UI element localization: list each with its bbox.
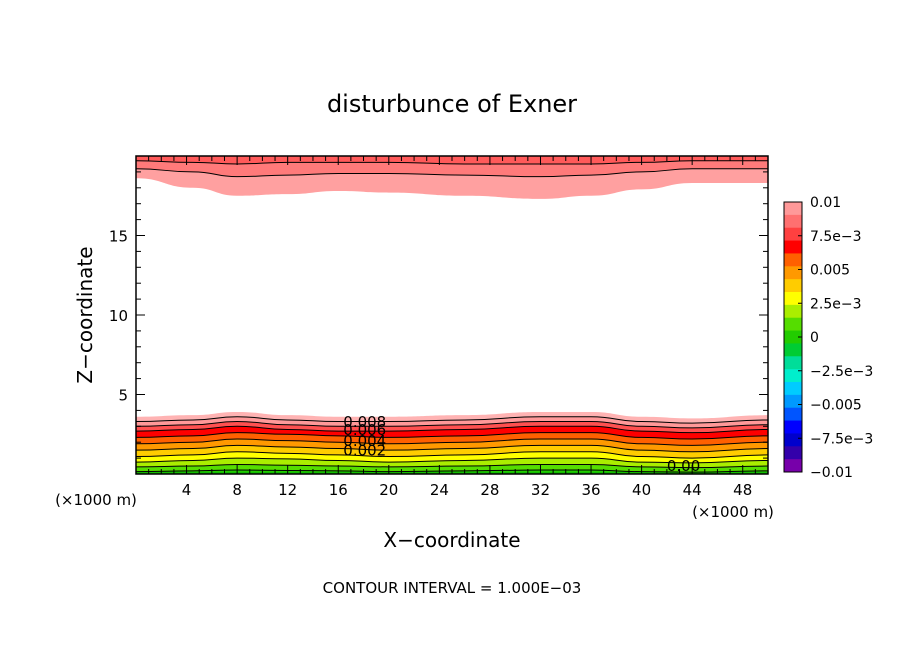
- colorbar-swatch: [784, 279, 802, 293]
- y-tick-label: 10: [109, 307, 128, 325]
- contour-line: [135, 421, 769, 429]
- contour-line: [135, 160, 768, 165]
- x-tick-label: 20: [379, 481, 398, 499]
- colorbar-swatch: [784, 394, 802, 409]
- y-tick-label: 5: [118, 387, 128, 405]
- x-tick-label: 44: [683, 481, 702, 499]
- x-tick-label: 4: [182, 481, 192, 499]
- colorbar-tick-label: −0.01: [810, 465, 853, 481]
- contour-line: [135, 425, 769, 434]
- colorbar-swatch: [784, 356, 802, 370]
- contour-label: 0.006: [343, 421, 386, 439]
- x-tick-labels: 4 8 12 16 20 24 28 32 36 40 44 48: [182, 481, 752, 499]
- colorbar-swatch: [784, 292, 802, 306]
- colorbar-swatch: [784, 304, 802, 319]
- colorbar-swatch: [784, 266, 802, 280]
- contour-line: [135, 457, 769, 464]
- colorbar-swatch: [784, 433, 802, 447]
- colorbar-tick-label: −2.5e−3: [810, 364, 873, 380]
- x-tick-label: 32: [531, 481, 550, 499]
- contour-label: 0.004: [343, 432, 386, 450]
- colorbar-tick-label: 2.5e−3: [810, 296, 862, 312]
- colorbar-swatch: [784, 330, 802, 344]
- x-tick-label: 36: [581, 481, 600, 499]
- colorbar-tick-label: 0.005: [810, 263, 850, 279]
- colorbar-swatch: [784, 382, 802, 396]
- contour-label: 0.002: [343, 442, 386, 460]
- colorbar-tick-label: −0.005: [810, 398, 862, 414]
- x-tick-label: 28: [480, 481, 499, 499]
- contour-lines: [135, 160, 769, 473]
- x-tick-label: 12: [278, 481, 297, 499]
- y-tick-labels: 5 10 15: [109, 228, 128, 405]
- colorbar-swatch: [784, 407, 802, 422]
- colorbar-tick-label: 7.5e−3: [810, 229, 862, 245]
- x-tick-label: 48: [733, 481, 752, 499]
- contour-label: 0.008: [343, 413, 386, 431]
- x-tick-label: 24: [430, 481, 449, 499]
- y-unit-label: (×1000 m): [55, 491, 137, 509]
- colorbar-swatch: [784, 253, 802, 267]
- colorbar-swatch: [784, 446, 802, 460]
- colorbar-tick-label: 0.01: [810, 195, 841, 211]
- colorbar-swatch: [784, 369, 802, 383]
- x-tick-label: 16: [329, 481, 348, 499]
- colorbar-swatch: [784, 459, 802, 473]
- colorbar: [783, 201, 803, 473]
- colorbar-swatch: [784, 214, 802, 229]
- colorbar-tick-labels: 0.01 7.5e−3 0.005 2.5e−3 0 −2.5e−3 −0.005 −7.5e…: [810, 195, 873, 481]
- contour-line: [135, 463, 769, 469]
- colorbar-swatch: [784, 240, 802, 254]
- colorbar-swatch: [784, 227, 802, 242]
- axes: [135, 155, 769, 475]
- contour-interval-note: CONTOUR INTERVAL = 1.000E−03: [323, 579, 582, 597]
- x-tick-label: 8: [232, 481, 242, 499]
- colorbar-swatch: [784, 420, 802, 434]
- contour-line: [135, 168, 768, 178]
- y-axis-label: Z−coordinate: [73, 246, 97, 383]
- chart-title: disturbunce of Exner: [327, 90, 577, 118]
- contour-line: [135, 451, 769, 459]
- colorbar-tick-label: −7.5e−3: [810, 431, 873, 447]
- contour-line: [135, 444, 769, 453]
- contour-line: [135, 469, 769, 473]
- y-tick-label: 15: [109, 228, 128, 246]
- contour-line: [135, 432, 769, 440]
- contour-line: [135, 416, 769, 424]
- x-axis-label: X−coordinate: [383, 528, 520, 552]
- colorbar-swatch: [784, 343, 802, 357]
- x-tick-label: 40: [632, 481, 651, 499]
- colorbar-swatch: [784, 317, 802, 332]
- contour-label: 0.00: [667, 457, 700, 475]
- x-unit-label: (×1000 m): [692, 503, 774, 521]
- contour-line: [135, 438, 769, 446]
- colorbar-tick-label: 0: [810, 330, 819, 346]
- colorbar-swatch: [784, 202, 802, 216]
